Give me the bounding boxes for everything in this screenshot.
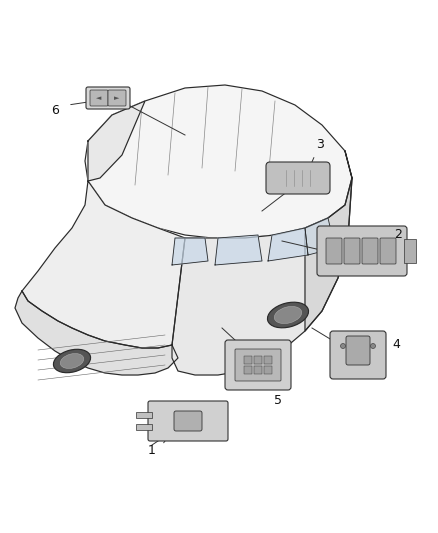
Polygon shape (268, 228, 308, 261)
Text: 3: 3 (316, 139, 324, 151)
Text: ◄: ◄ (96, 95, 102, 101)
Bar (244, 356, 252, 364)
FancyBboxPatch shape (174, 411, 202, 431)
Bar (136, 412, 152, 418)
Bar (264, 356, 272, 364)
Polygon shape (85, 85, 352, 238)
FancyBboxPatch shape (86, 87, 130, 109)
Text: 6: 6 (51, 104, 59, 117)
Text: 5: 5 (274, 394, 282, 408)
FancyBboxPatch shape (225, 340, 291, 390)
Bar (254, 356, 262, 364)
Polygon shape (215, 235, 262, 265)
Text: 2: 2 (394, 229, 402, 241)
FancyBboxPatch shape (235, 349, 281, 381)
FancyBboxPatch shape (148, 401, 228, 441)
Polygon shape (22, 181, 185, 348)
Ellipse shape (60, 353, 84, 368)
Bar (264, 366, 272, 374)
FancyBboxPatch shape (326, 238, 342, 264)
Ellipse shape (268, 302, 308, 328)
FancyBboxPatch shape (330, 331, 386, 379)
Polygon shape (88, 101, 145, 181)
Polygon shape (172, 178, 352, 375)
Text: 4: 4 (392, 338, 400, 351)
Polygon shape (305, 151, 352, 331)
Bar (244, 366, 252, 374)
FancyBboxPatch shape (344, 238, 360, 264)
Text: ►: ► (114, 95, 120, 101)
Ellipse shape (53, 349, 91, 373)
Bar (136, 424, 152, 430)
Bar (254, 366, 262, 374)
FancyBboxPatch shape (380, 238, 396, 264)
Ellipse shape (274, 306, 302, 324)
Text: 1: 1 (148, 445, 156, 457)
FancyBboxPatch shape (362, 238, 378, 264)
Polygon shape (15, 291, 178, 375)
FancyBboxPatch shape (346, 336, 370, 365)
Bar (404, 239, 416, 263)
FancyBboxPatch shape (108, 90, 126, 106)
Polygon shape (305, 218, 335, 255)
Circle shape (371, 343, 375, 349)
Circle shape (340, 343, 346, 349)
FancyBboxPatch shape (317, 226, 407, 276)
FancyBboxPatch shape (266, 162, 330, 194)
Polygon shape (172, 238, 208, 265)
FancyBboxPatch shape (90, 90, 108, 106)
